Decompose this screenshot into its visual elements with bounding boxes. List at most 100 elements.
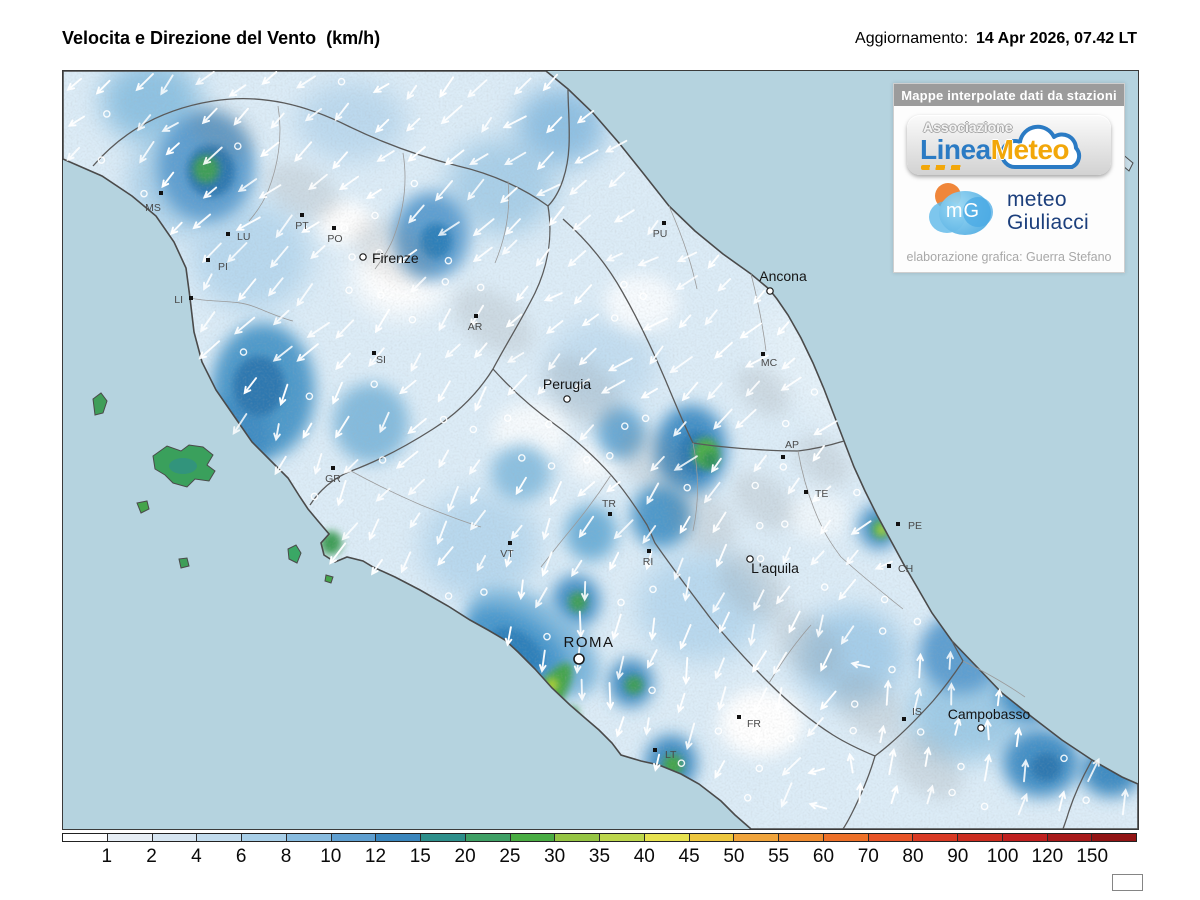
wind-arrow [640, 387, 659, 399]
calm-wind-marker [620, 280, 628, 289]
wind-arrow [437, 380, 451, 403]
wind-arrows-layer [66, 71, 1129, 816]
calm-wind-marker [641, 414, 650, 423]
calm-wind-marker [410, 179, 419, 188]
calm-wind-marker [639, 292, 648, 301]
wind-arrow [808, 801, 828, 810]
wind-arrow [440, 104, 463, 125]
calm-wind-marker [810, 388, 819, 396]
colorbar-tick-label: 50 [723, 846, 745, 867]
wind-arrow [744, 354, 769, 368]
wind-arrow [304, 108, 323, 122]
wind-arrow [273, 423, 281, 442]
update-value: 14 Apr 2026, 07.42 LT [976, 30, 1137, 47]
wind-arrow [406, 84, 418, 100]
meteogiuliacci-wordmark: meteo Giuliacci [1006, 188, 1090, 234]
wind-arrow [648, 617, 657, 641]
wind-arrow [606, 682, 615, 711]
wind-arrow [335, 352, 351, 371]
wind-arrow [434, 180, 454, 202]
wind-arrow [856, 781, 864, 804]
province-label-te: TE [815, 488, 828, 500]
wind-arrow [308, 173, 328, 191]
wind-arrow [338, 175, 360, 191]
province-marker-mc [761, 352, 765, 356]
colorbar-tick-label: 70 [857, 846, 879, 867]
province-marker-vt [508, 541, 512, 545]
islands-layer [92, 152, 1134, 584]
calm-wind-marker [948, 788, 956, 797]
wind-arrow [407, 417, 427, 435]
colorbar-tick-label: 80 [902, 846, 924, 867]
wind-arrow [611, 613, 622, 641]
calm-wind-marker [140, 189, 148, 198]
calm-wind-marker [345, 286, 353, 294]
wind-arrow [878, 724, 887, 744]
calm-wind-marker [756, 554, 765, 563]
wind-arrow [811, 485, 832, 503]
wind-arrow [578, 678, 586, 702]
calm-wind-marker [375, 248, 384, 257]
wind-arrow [916, 652, 924, 679]
province-marker-ri [647, 549, 651, 553]
calm-wind-marker [610, 314, 619, 322]
wind-arrow [673, 557, 684, 581]
province-border [768, 624, 812, 684]
province-label-ap: AP [785, 439, 799, 451]
calm-wind-marker [677, 759, 686, 768]
wind-arrow [202, 186, 218, 199]
wind-arrow [468, 459, 481, 475]
wind-arrow [135, 73, 154, 92]
wind-arrow [507, 374, 528, 396]
wind-arrow [581, 313, 600, 327]
wind-arrow [228, 84, 247, 97]
wind-arrow [1021, 758, 1030, 783]
calm-wind-marker [755, 764, 764, 773]
colorbar-segment-22 [1047, 834, 1093, 841]
colorbar-labels: 1 2 4 6 8 10 12 15 20 25 30 35 40 45 50 55 60 70 80 90 100 12… [62, 842, 1137, 868]
wind-arrow [510, 524, 523, 540]
wind-arrow [376, 150, 395, 162]
colorbar-segment-15 [734, 834, 779, 841]
province-label-ch: CH [898, 563, 913, 575]
wind-arrow [407, 478, 426, 496]
wind-arrow [410, 276, 427, 293]
province-border [750, 273, 767, 352]
city-marker-ancona [766, 287, 774, 295]
wind-arrow [310, 245, 326, 260]
wind-arrow [368, 518, 380, 541]
wind-arrow [807, 767, 826, 776]
wind-arrow [912, 687, 923, 715]
wind-arrow [473, 342, 488, 359]
wind-arrow [549, 481, 562, 506]
wind-arrow [682, 576, 691, 602]
corner-box[interactable] [1112, 874, 1143, 891]
calm-wind-marker [980, 802, 989, 811]
wind-arrow [161, 171, 175, 189]
island-giglio [287, 544, 302, 564]
wind-arrow [718, 611, 730, 634]
wind-arrow [537, 378, 552, 396]
wind-arrow [368, 347, 385, 367]
wind-arrow [295, 75, 316, 89]
wind-arrow [815, 614, 824, 638]
wind-arrow [714, 760, 726, 780]
province-border [540, 474, 612, 568]
wind-arrow [1121, 788, 1129, 816]
wind-arrow [237, 178, 258, 193]
colorbar-tick-label: 2 [146, 846, 157, 867]
calm-wind-marker [305, 392, 314, 401]
calm-wind-marker [517, 454, 526, 462]
wind-arrow [438, 308, 452, 332]
wind-arrow [1087, 757, 1100, 783]
province-label-fr: FR [747, 718, 761, 730]
wind-arrow [161, 121, 179, 132]
page-title: Velocita e Direzione del Vento (km/h) [62, 28, 381, 48]
province-label-is: IS [912, 706, 922, 718]
wind-arrow [200, 311, 216, 333]
wind-arrow [752, 650, 767, 674]
wind-arrow [272, 345, 293, 362]
calm-wind-marker [469, 425, 478, 434]
wind-arrow [467, 79, 488, 98]
wind-arrow [371, 558, 383, 576]
